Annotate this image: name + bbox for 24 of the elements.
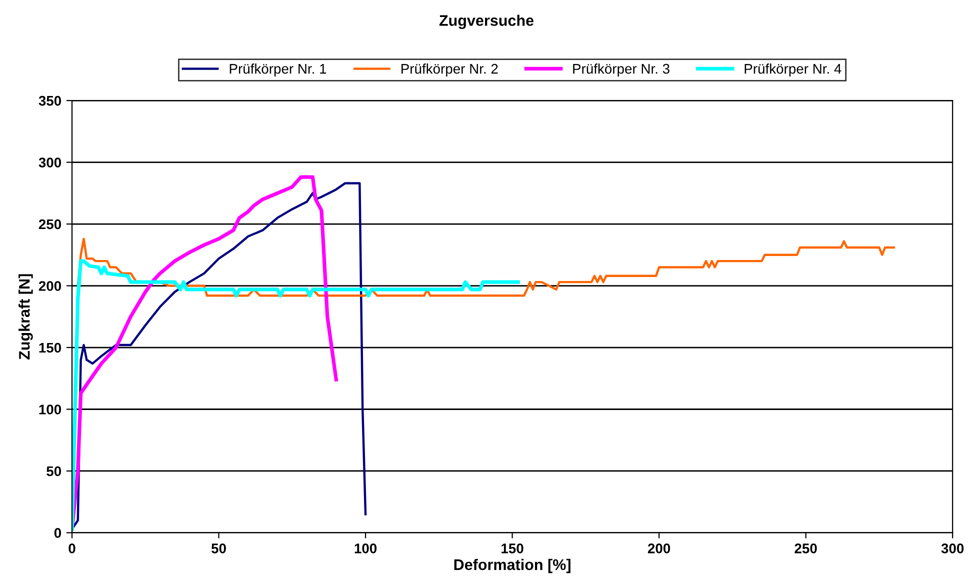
y-tick-label: 200 [38,281,62,291]
legend-label: Prüfkörper Nr. 2 [402,64,498,76]
chart-title: Zugversuche [439,14,534,30]
y-tick-label: 50 [46,466,62,476]
x-axis-title: Deformation [%] [454,558,570,574]
y-tick-label: 350 [38,96,62,106]
x-tick-label: 200 [648,544,670,554]
line-series [72,259,520,531]
x-tick-label: 50 [211,544,226,554]
legend-label: Prüfkörper Nr. 3 [573,64,670,76]
x-tick-label: 0 [68,544,76,554]
y-tick-label: 300 [38,158,62,168]
x-tick-label: 100 [354,544,377,554]
y-tick-label: 0 [54,528,62,538]
y-axis-title: Zugkraft [N] [18,274,33,360]
x-tick-label: 250 [794,544,817,554]
y-tick-label: 150 [39,342,62,353]
x-tick-label: 300 [941,544,964,554]
line-series [76,238,895,297]
y-tick-label: 250 [38,219,62,230]
legend-label: Prüfkörper Nr. 1 [230,64,326,76]
y-tick-label: 100 [39,404,62,414]
legend-label: Prüfkörper Nr. 4 [744,64,842,76]
x-tick-label: 150 [502,544,524,554]
